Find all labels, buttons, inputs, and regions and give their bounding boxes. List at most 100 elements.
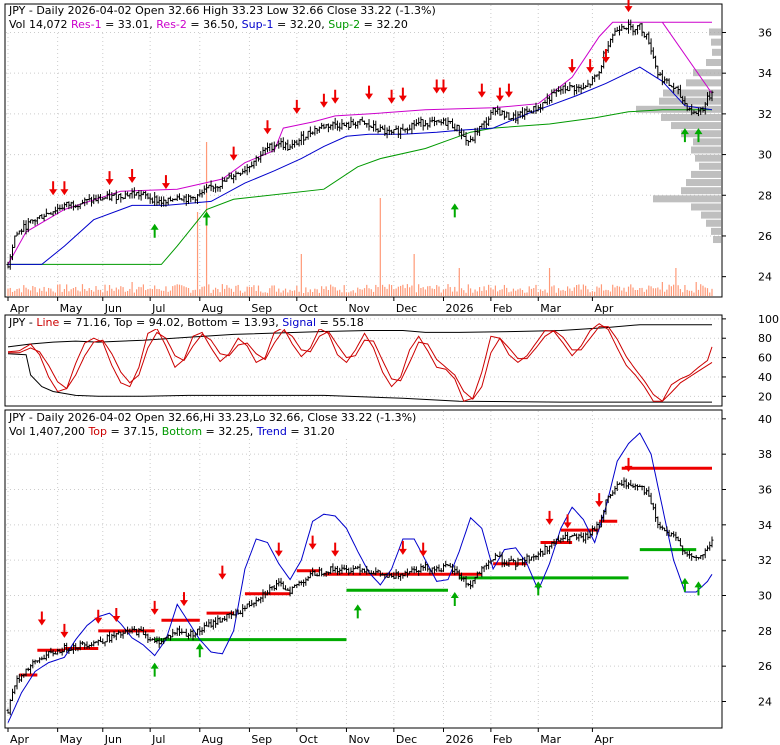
sell-arrow bbox=[180, 592, 188, 607]
sell-arrow bbox=[624, 0, 633, 13]
x-tick-label: Jun bbox=[104, 733, 122, 745]
y-tick-label: 24 bbox=[758, 696, 772, 709]
profile-bar bbox=[706, 219, 721, 227]
header-segment: Vol 14,072 bbox=[9, 18, 71, 31]
y-tick-label: 26 bbox=[758, 230, 772, 243]
price-axis: 24 26 28 30 32 34 36 Apr May Jun Jul Aug Sep Oct Nov De… bbox=[7, 26, 772, 315]
header-segment: = 55.18 bbox=[316, 316, 364, 329]
header-segment: Bottom bbox=[187, 316, 227, 329]
sell-arrow bbox=[60, 623, 69, 638]
x-tick-label: May bbox=[60, 733, 83, 745]
buy-arrow bbox=[534, 581, 543, 596]
y-tick-label: 38 bbox=[758, 448, 772, 461]
stochastic-axis: 20 40 60 80 100 bbox=[722, 313, 779, 403]
x-tick-label: Aug bbox=[202, 733, 223, 745]
price-header-bg bbox=[6, 5, 476, 31]
sell-arrow bbox=[439, 79, 448, 94]
sup1-line bbox=[8, 66, 713, 265]
header-segment: = 36.50, bbox=[187, 18, 242, 31]
sell-arrow bbox=[49, 181, 58, 196]
profile-bar bbox=[713, 236, 721, 244]
res2-line bbox=[661, 22, 713, 94]
x-tick-label: Feb bbox=[493, 302, 512, 315]
header-segment: = 71.16, bbox=[59, 316, 114, 329]
profile-bar bbox=[681, 187, 721, 195]
x-tick-label: Feb bbox=[493, 733, 512, 745]
x-tick-label: Jul bbox=[151, 302, 165, 315]
stoch-signal-line bbox=[8, 326, 713, 402]
price-grid bbox=[6, 5, 721, 296]
header-segment: Bottom bbox=[162, 425, 202, 438]
sell-arrow bbox=[274, 542, 283, 557]
x-tick-label: Apr bbox=[594, 302, 614, 315]
header-segment: = 31.20 bbox=[287, 425, 335, 438]
sell-arrow bbox=[568, 59, 577, 74]
y-tick-label: 34 bbox=[758, 519, 772, 532]
buy-arrow bbox=[680, 128, 689, 143]
sell-arrow bbox=[161, 175, 170, 190]
x-tick-label: Apr bbox=[10, 302, 30, 315]
sell-arrow bbox=[263, 120, 272, 135]
profile-bar bbox=[653, 195, 721, 203]
stochastic-panel-frame bbox=[4, 314, 723, 407]
sell-arrow bbox=[292, 99, 301, 114]
stoch-top-band bbox=[7, 324, 712, 348]
sell-arrow bbox=[398, 87, 407, 102]
price-header-line2: Vol 14,072 Res-1 = 33.01, Res-2 = 36.50,… bbox=[9, 18, 408, 31]
sell-arrow bbox=[624, 457, 633, 472]
header-segment: = 37.15, bbox=[107, 425, 162, 438]
x-tick-label: 2026 bbox=[445, 302, 473, 315]
sell-arrow bbox=[128, 169, 137, 184]
price-indicator-lines bbox=[7, 21, 713, 265]
stoch-k-line bbox=[7, 323, 713, 402]
profile-bar bbox=[659, 97, 721, 105]
profile-bar bbox=[701, 211, 721, 219]
y-tick-label: 30 bbox=[758, 149, 772, 162]
x-tick-label: Jun bbox=[104, 302, 122, 315]
price-signal-arrows bbox=[49, 0, 703, 238]
header-segment: Res-2 bbox=[156, 18, 187, 31]
sell-arrow bbox=[308, 535, 317, 550]
buy-arrow bbox=[694, 128, 703, 143]
x-tick-label: Mar bbox=[540, 302, 561, 315]
y-tick-label: 40 bbox=[758, 413, 772, 426]
profile-bar bbox=[711, 38, 721, 46]
profile-bar bbox=[699, 162, 721, 170]
header-segment: = 94.02, bbox=[133, 316, 188, 329]
sell-arrow bbox=[60, 181, 69, 196]
buy-arrow bbox=[195, 643, 204, 658]
sell-arrow bbox=[331, 542, 340, 557]
sell-arrow bbox=[563, 514, 572, 529]
header-segment: Signal bbox=[282, 316, 316, 329]
sell-arrow bbox=[229, 146, 238, 161]
y-tick-label: 28 bbox=[758, 189, 772, 202]
buy-arrow bbox=[450, 203, 459, 218]
header-segment: = 33.01, bbox=[102, 18, 157, 31]
res1-line bbox=[7, 21, 712, 265]
y-tick-label: 34 bbox=[758, 67, 772, 80]
x-tick-label: Oct bbox=[299, 733, 319, 745]
header-segment: Sup-1 bbox=[242, 18, 274, 31]
y-tick-label: 100 bbox=[758, 313, 779, 326]
y-tick-label: 32 bbox=[758, 554, 772, 567]
x-tick-label: Nov bbox=[348, 733, 370, 745]
stochastic-header-line1: JPY - Line = 71.16, Top = 94.02, Bottom … bbox=[8, 316, 364, 329]
profile-bar bbox=[691, 170, 721, 178]
y-tick-label: 20 bbox=[758, 390, 772, 403]
price-header-line1: JPY - Daily 2026-04-02 Open 32.66 High 3… bbox=[8, 4, 436, 17]
y-tick-label: 26 bbox=[758, 660, 772, 673]
profile-bar bbox=[695, 154, 721, 162]
trend-axis: 24 26 28 30 32 34 36 38 40 Apr May Jun Jul Aug Sep Oct N… bbox=[7, 413, 772, 745]
header-segment: = 32.25, bbox=[202, 425, 257, 438]
header-segment: Top bbox=[113, 316, 133, 329]
profile-bar bbox=[661, 113, 721, 121]
profile-bar bbox=[709, 28, 721, 36]
header-segment: Trend bbox=[256, 425, 287, 438]
stochastic-header-bg bbox=[6, 316, 336, 329]
y-tick-label: 36 bbox=[758, 484, 772, 497]
sell-arrow bbox=[586, 59, 595, 74]
trend-grid bbox=[6, 411, 721, 727]
header-segment: JPY - Daily 2026-04-02 Open 32.66,Hi 33.… bbox=[8, 411, 416, 424]
stoch-bottom-band bbox=[7, 353, 712, 403]
